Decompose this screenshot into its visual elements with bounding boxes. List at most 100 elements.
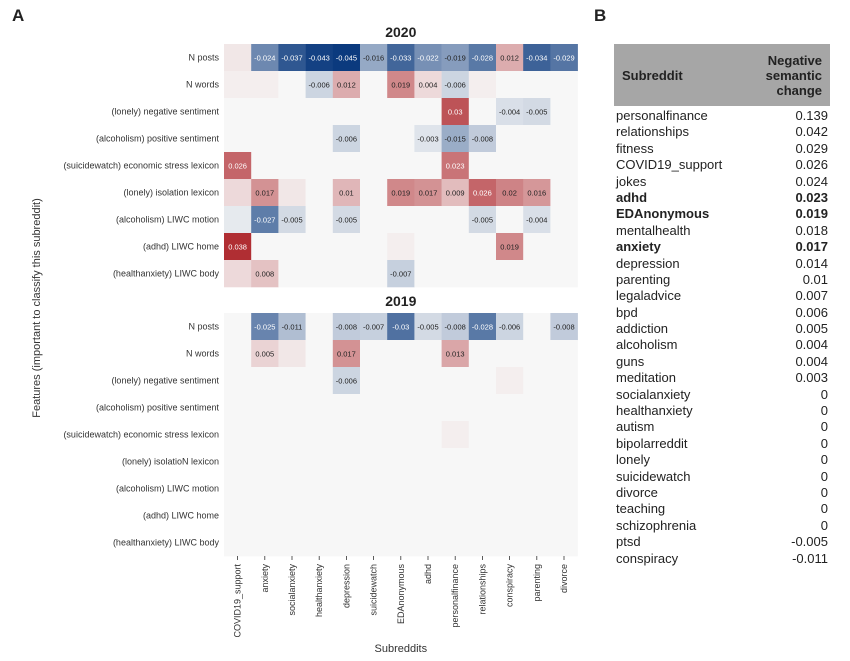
heatmap-cell — [224, 475, 252, 503]
subreddit-name: divorce — [616, 484, 658, 500]
subreddit-name: jokes — [616, 173, 647, 189]
heatmap-cell — [305, 421, 334, 449]
semantic-change-value: 0.026 — [795, 157, 828, 173]
heatmap-cell — [550, 98, 578, 126]
heatmap-cell — [496, 179, 524, 207]
heatmap-cell — [468, 475, 497, 503]
row-label: (healthanxiety) LIWC body — [113, 538, 220, 548]
row-label: (lonely) isolation lexicon — [123, 188, 219, 198]
cell-value-label: -0.004 — [526, 216, 547, 225]
heatmap-cell — [550, 206, 578, 234]
heatmap-cell — [224, 44, 252, 72]
cell-value-label: -0.005 — [417, 323, 438, 332]
heatmap-cell — [332, 367, 361, 395]
heatmap-cell — [332, 421, 361, 449]
heatmap-cell — [360, 125, 388, 153]
cell-value-label: 0.019 — [391, 189, 410, 198]
heatmap-cell — [523, 44, 551, 72]
cell-value-label: 0.019 — [391, 81, 410, 90]
heatmap-cell — [224, 152, 252, 180]
heatmap-cell — [332, 206, 361, 234]
heatmap-cell — [387, 502, 415, 530]
heatmap-cell — [278, 206, 306, 234]
subreddit-name: legaladvice — [616, 288, 682, 304]
cell-value-label: -0.005 — [336, 216, 357, 225]
heatmap-cell — [523, 152, 551, 180]
row-label: (suicidewatch) economic stress lexicon — [63, 161, 219, 171]
heatmap-cell — [468, 340, 497, 368]
semantic-change-value: 0.029 — [795, 140, 828, 156]
heatmap-cell — [496, 340, 524, 368]
row-label: (alcoholism) LIWC motion — [116, 215, 219, 225]
heatmap-cell — [523, 421, 551, 449]
heatmap-cell — [496, 421, 524, 449]
heatmap-cell — [360, 71, 388, 99]
row-label: N words — [186, 349, 220, 359]
heatmap-cell — [360, 179, 388, 207]
heatmap-cell — [278, 71, 306, 99]
heatmap-cell — [414, 340, 442, 368]
heatmap-cell — [278, 179, 306, 207]
heatmap-cell — [332, 502, 361, 530]
heatmap-cell — [332, 233, 361, 261]
heatmap-cell — [468, 448, 497, 476]
heatmap-cell — [550, 313, 578, 341]
heatmap-cell — [468, 125, 497, 153]
cell-value-label: -0.005 — [526, 108, 547, 117]
heatmap-cell — [468, 152, 497, 180]
heatmap-cell — [305, 233, 334, 261]
heatmap-cell — [468, 233, 497, 261]
header-subreddit: Subreddit — [622, 68, 683, 83]
row-label: (lonely) negative sentiment — [111, 107, 219, 117]
heatmap-cell — [224, 313, 252, 341]
heatmap-cell — [224, 260, 252, 288]
subreddit-name: socialanxiety — [616, 386, 691, 402]
semantic-change-table: Subreddit Negative semantic change perso… — [614, 44, 830, 567]
heatmap-cell — [387, 394, 415, 422]
semantic-change-value: 0 — [820, 468, 828, 484]
heatmap-cell — [360, 152, 388, 180]
heatmap-cell — [441, 421, 470, 449]
cell-value-label: -0.008 — [336, 323, 357, 332]
heatmap-cell — [496, 98, 524, 126]
cell-value-label: -0.004 — [499, 108, 520, 117]
heatmap-cell — [550, 44, 578, 72]
heatmap-cell — [468, 367, 497, 395]
cell-value-label: 0.038 — [228, 243, 247, 252]
table-row: legaladvice 0.007 — [614, 288, 830, 304]
semantic-change-value: 0 — [820, 403, 828, 419]
column-label: depression — [341, 564, 351, 608]
heatmap-cell — [414, 421, 442, 449]
heatmap-cell — [550, 448, 578, 476]
heatmap-cell — [278, 340, 306, 368]
panel-a-label: A — [12, 6, 25, 25]
heatmap-cell — [278, 260, 306, 288]
heatmap-cell — [523, 448, 551, 476]
heatmap-cell — [523, 179, 551, 207]
heatmap-cell — [224, 125, 252, 153]
semantic-change-value: -0.005 — [791, 534, 828, 550]
heatmap-cell — [224, 394, 252, 422]
subreddit-name: guns — [616, 353, 645, 369]
column-label: EDAnonymous — [396, 564, 406, 625]
cell-value-label: -0.037 — [281, 54, 302, 63]
heatmap-cell — [414, 44, 442, 72]
heatmap-cell — [550, 125, 578, 153]
heatmap-cell — [468, 421, 497, 449]
heatmap-cell — [278, 421, 306, 449]
heatmap-cell — [278, 367, 306, 395]
heatmap-cell — [305, 313, 334, 341]
heatmap-cell — [468, 394, 497, 422]
heatmap-cell — [387, 448, 415, 476]
row-label: (alcoholism) LIWC motion — [116, 484, 219, 494]
heatmap-cell — [278, 529, 306, 557]
heatmap-cell — [360, 98, 388, 126]
heatmap-cell — [224, 448, 252, 476]
subreddit-name: addiction — [616, 321, 669, 337]
heatmap-cell — [305, 367, 334, 395]
column-label: divorce — [559, 564, 569, 593]
heatmap-cell — [224, 206, 252, 234]
semantic-change-value: 0.01 — [802, 271, 828, 287]
heatmap-cell — [523, 260, 551, 288]
semantic-change-value: 0.042 — [795, 124, 828, 140]
